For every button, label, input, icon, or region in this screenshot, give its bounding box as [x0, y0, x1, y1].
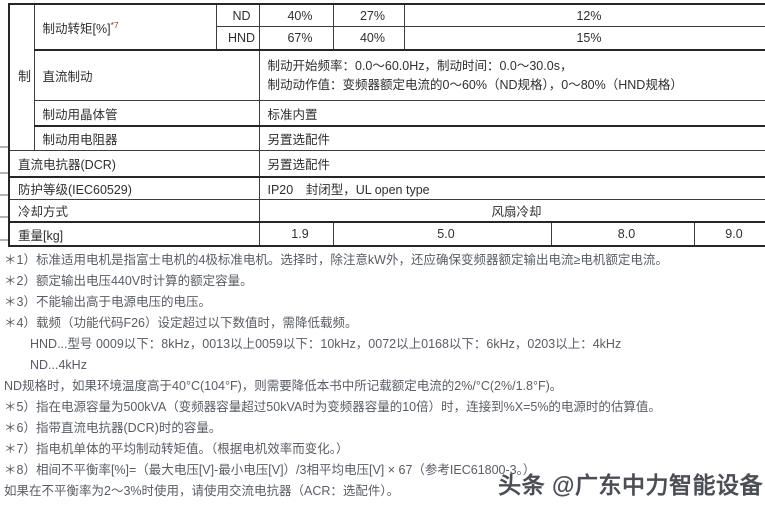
- cooling-value: 风扇冷却: [258, 199, 765, 223]
- weight-value-2: 5.0: [332, 221, 552, 247]
- margin-line-stub: [0, 239, 8, 241]
- table-row-dc-reactor: 直流电抗器(DCR) 另置选配件: [8, 150, 765, 178]
- weight-label: 重量[kg]: [8, 221, 260, 247]
- protection-value: IP20 封闭型，UL open type: [258, 176, 765, 200]
- torque-hnd-value-3: 15%: [403, 26, 765, 51]
- torque-nd-value-1: 40%: [258, 3, 334, 27]
- brake-resistor-label: 制动用电阻器: [33, 125, 260, 151]
- table-row-torque-hnd: HND 67% 40% 15%: [9, 26, 765, 51]
- table-row-brake-resistor: 制动用电阻器 另置选配件: [9, 125, 765, 151]
- margin-line-stub: [0, 194, 8, 196]
- torque-label: 制动转矩[%]: [42, 21, 111, 36]
- mode-nd-cell: ND: [215, 3, 260, 27]
- weight-value-1: 1.9: [258, 221, 334, 247]
- footnote-1: ＊1）标准适用电机是指富士电机的4极标准电机。选择时，除注意kW外，还应确保变频…: [4, 253, 668, 267]
- table-row-torque-nd: 制 动 制动转矩[%]*7 ND 40% 27% 12%: [8, 3, 765, 151]
- margin-line-stub: [0, 172, 8, 174]
- footnote-4-nd-detail: ND...4kHz: [30, 358, 87, 372]
- dc-braking-label: 直流制动: [33, 49, 260, 101]
- torque-label-cell: 制动转矩[%]*7: [33, 3, 217, 51]
- dc-reactor-value: 另置选配件: [258, 150, 765, 178]
- footnote-8-acr-note: 如果在不平衡率为2～3%时使用，请使用交流电抗器（ACR：选配件）。: [4, 484, 400, 498]
- torque-hnd-value-2: 40%: [332, 26, 405, 51]
- protection-label: 防护等级(IEC60529): [8, 176, 260, 200]
- table-row-brake-transistor: 制动用晶体管 标准内置: [9, 100, 765, 127]
- footnote-2: ＊2）额定输出电压440V时计算的额定容量。: [4, 274, 253, 288]
- dc-braking-value-cell: 制动开始频率：0.0～60.0Hz，制动时间：0.0～30.0s， 制动动作值：…: [258, 49, 765, 101]
- dc-braking-line2: 制动动作值：变频器额定电流的0～60%（ND规格），0～80%（HND规格）: [267, 77, 683, 92]
- brake-resistor-value: 另置选配件: [258, 125, 765, 151]
- table-row-cooling: 冷却方式 风扇冷却: [8, 199, 765, 223]
- torque-nd-value-2: 27%: [332, 3, 405, 27]
- cooling-label: 冷却方式: [8, 199, 260, 223]
- footnote-6: ＊6）指带直流电抗器(DCR)时的容量。: [4, 421, 222, 435]
- table-row-dc-braking: 直流制动 制动开始频率：0.0～60.0Hz，制动时间：0.0～30.0s， 制…: [9, 49, 765, 101]
- footnote-3: ＊3）不能输出高于电源电压的电压。: [4, 295, 211, 309]
- footnote-4-hnd-detail: HND...型号 0009以下：8kHz，0013以上0059以下：10kHz，…: [30, 337, 622, 351]
- footnote-4: ＊4）载频（功能代码F26）设定超过以下数值时，需降低载频。: [4, 316, 358, 330]
- footnote7-marker: *7: [110, 19, 119, 30]
- torque-nd-value-3: 12%: [403, 3, 765, 27]
- brake-transistor-label: 制动用晶体管: [33, 100, 260, 127]
- margin-line-stub: [0, 146, 8, 148]
- toutiao-watermark: 头条 @广东中力智能设备: [498, 472, 763, 498]
- footnote-8: ＊8）相间不平衡率[%]=（最大电压[V]-最小电压[V]）/3相平均电压[V]…: [4, 463, 536, 477]
- footnotes-block: ＊1）标准适用电机是指富士电机的4极标准电机。选择时，除注意kW外，还应确保变频…: [4, 250, 762, 502]
- weight-value-3: 8.0: [550, 221, 695, 247]
- torque-hnd-value-1: 67%: [258, 26, 334, 51]
- footnote-7: ＊7）指电机单体的平均制动转矩值。（根据电机效率而变化。）: [4, 442, 349, 456]
- dc-braking-line1: 制动开始频率：0.0～60.0Hz，制动时间：0.0～30.0s，: [267, 58, 573, 73]
- braking-group-label: 制 动: [8, 3, 35, 151]
- table-row-protection: 防护等级(IEC60529) IP20 封闭型，UL open type: [8, 176, 765, 200]
- footnote-4-nd-spec-note: ND规格时，如果环境温度高于40°C(104°F)，则需要降低本书中所记载额定电…: [4, 379, 563, 393]
- margin-line-stub: [0, 216, 8, 218]
- weight-value-4: 9.0: [693, 221, 765, 247]
- spec-table: 制 动 制动转矩[%]*7 ND 40% 27% 12% HND 67% 40%…: [8, 3, 765, 247]
- table-row-weight: 重量[kg] 1.9 5.0 8.0 9.0: [8, 221, 765, 247]
- inverter-spec-table: 制 动 制动转矩[%]*7 ND 40% 27% 12% HND 67% 40%…: [8, 3, 765, 247]
- mode-hnd-cell: HND: [215, 26, 260, 51]
- brake-transistor-value: 标准内置: [258, 100, 765, 127]
- footnote-5: ＊5）指在电源容量为500kVA（变频器容量超过50kVA时为变频器容量的10倍…: [4, 400, 661, 414]
- dc-reactor-label: 直流电抗器(DCR): [8, 150, 260, 178]
